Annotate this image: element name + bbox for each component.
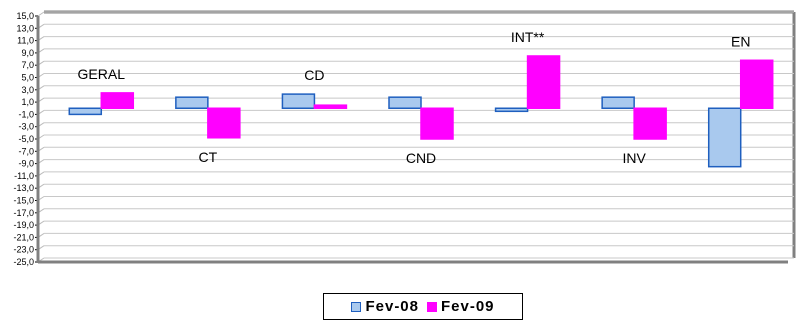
bar-fev-08-inv [601, 96, 635, 109]
y-tick-label: -17,0 [13, 208, 34, 218]
y-tick-label: 11,0 [17, 36, 34, 46]
grid-diag [37, 11, 45, 17]
category-label-geral: GERAL [78, 66, 126, 82]
y-tick-label: 15,0 [16, 11, 34, 21]
bar-fev-09-cnd [420, 107, 454, 140]
y-tick-label: -25,0 [13, 257, 34, 267]
legend-swatch-fev-08 [351, 301, 362, 312]
y-tick-label: -15,0 [13, 196, 34, 206]
y-tick-label: -7,0 [18, 146, 34, 156]
y-tick-label: -3,0 [18, 122, 34, 132]
category-label-cd: CD [304, 67, 324, 83]
bar-fev-09-inv [633, 107, 667, 140]
legend-label-fev-08: Fev-08 [365, 298, 419, 315]
legend-item-fev-09: Fev-09 [427, 298, 495, 315]
category-label-ct: CT [199, 149, 218, 165]
y-tick-label: -1,0 [18, 109, 34, 119]
legend-swatch-fev-09 [427, 301, 437, 312]
bar-fev-09-cd [313, 104, 348, 110]
bar-fev-08-ct [175, 96, 209, 109]
bar-fev-08-cd [281, 93, 316, 110]
bar-fev-09-int [526, 55, 561, 109]
bar-fev-08-geral [68, 107, 103, 116]
y-tick-label: 5,0 [21, 73, 34, 83]
category-label-en: EN [731, 33, 750, 49]
bar-fev-08-cnd [388, 96, 422, 109]
legend-label-fev-09: Fev-09 [441, 298, 495, 315]
legend: Fev-08 Fev-09 [323, 293, 523, 320]
y-tick-label: 9,0 [21, 48, 34, 58]
bar-fev-09-geral [100, 92, 135, 109]
y-tick-label: -19,0 [13, 220, 34, 230]
y-tick-label: 3,0 [21, 85, 34, 95]
y-tick-label: 1,0 [21, 97, 34, 107]
plot-wall [38, 12, 794, 262]
y-tick-label: 7,0 [21, 60, 34, 70]
category-label-inv: INV [622, 150, 646, 166]
y-tick-label: -13,0 [13, 183, 34, 193]
category-label-cnd: CND [406, 150, 436, 166]
y-tick-label: -23,0 [13, 245, 34, 255]
legend-item-fev-08: Fev-08 [351, 298, 419, 315]
bar-fev-09-ct [207, 107, 241, 139]
bar-fev-08-en [707, 107, 742, 168]
y-tick-label: -9,0 [18, 159, 34, 169]
y-tick-label: 13,0 [16, 23, 34, 33]
category-label-int: INT** [511, 29, 545, 45]
y-tick-label: -11,0 [14, 171, 34, 181]
y-tick-label: -5,0 [18, 134, 34, 144]
bar-fev-08-int [494, 107, 529, 113]
bar-fev-09-en [739, 59, 774, 109]
y-tick-label: -21,0 [13, 232, 34, 242]
